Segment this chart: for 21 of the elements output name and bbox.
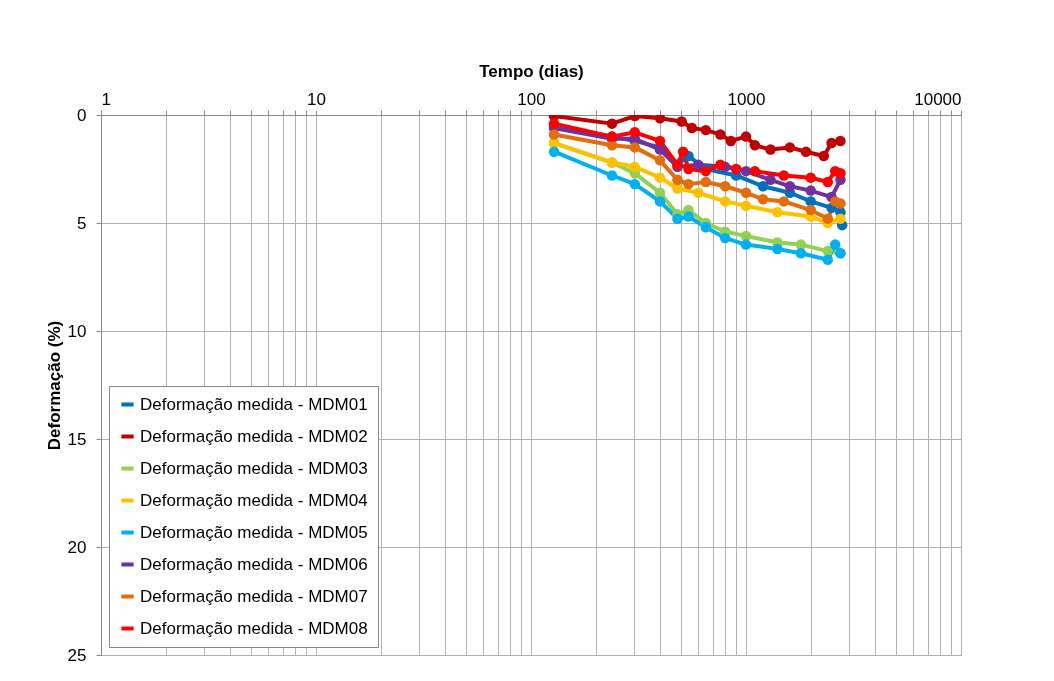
legend-label: Deformação medida - MDM03: [140, 458, 368, 478]
legend-label: Deformação medida - MDM02: [140, 426, 368, 446]
x-tick-label: 1000: [727, 89, 766, 109]
legend-label: Deformação medida - MDM04: [140, 490, 368, 510]
y-axis-title: Deformação (%): [44, 320, 64, 451]
x-tick-label: 100: [517, 89, 546, 109]
y-tick-label: 10: [67, 321, 87, 341]
x-tick-label: 1: [101, 89, 111, 109]
y-tick-label: 5: [77, 213, 87, 233]
legend-label: Deformação medida - MDM05: [140, 522, 368, 542]
y-tick-label: 15: [67, 429, 87, 449]
x-axis-title: Tempo (dias): [479, 61, 584, 81]
legend-label: Deformação medida - MDM08: [140, 618, 368, 638]
y-tick-label: 25: [67, 645, 87, 665]
legend-label: Deformação medida - MDM07: [140, 586, 368, 606]
legend-label: Deformação medida - MDM06: [140, 554, 368, 574]
legend-label: Deformação medida - MDM01: [140, 394, 368, 414]
x-tick-label: 10: [307, 89, 326, 109]
x-tick-label: 10000: [914, 89, 962, 109]
y-tick-label: 0: [77, 105, 87, 125]
y-tick-label: 20: [67, 537, 87, 557]
